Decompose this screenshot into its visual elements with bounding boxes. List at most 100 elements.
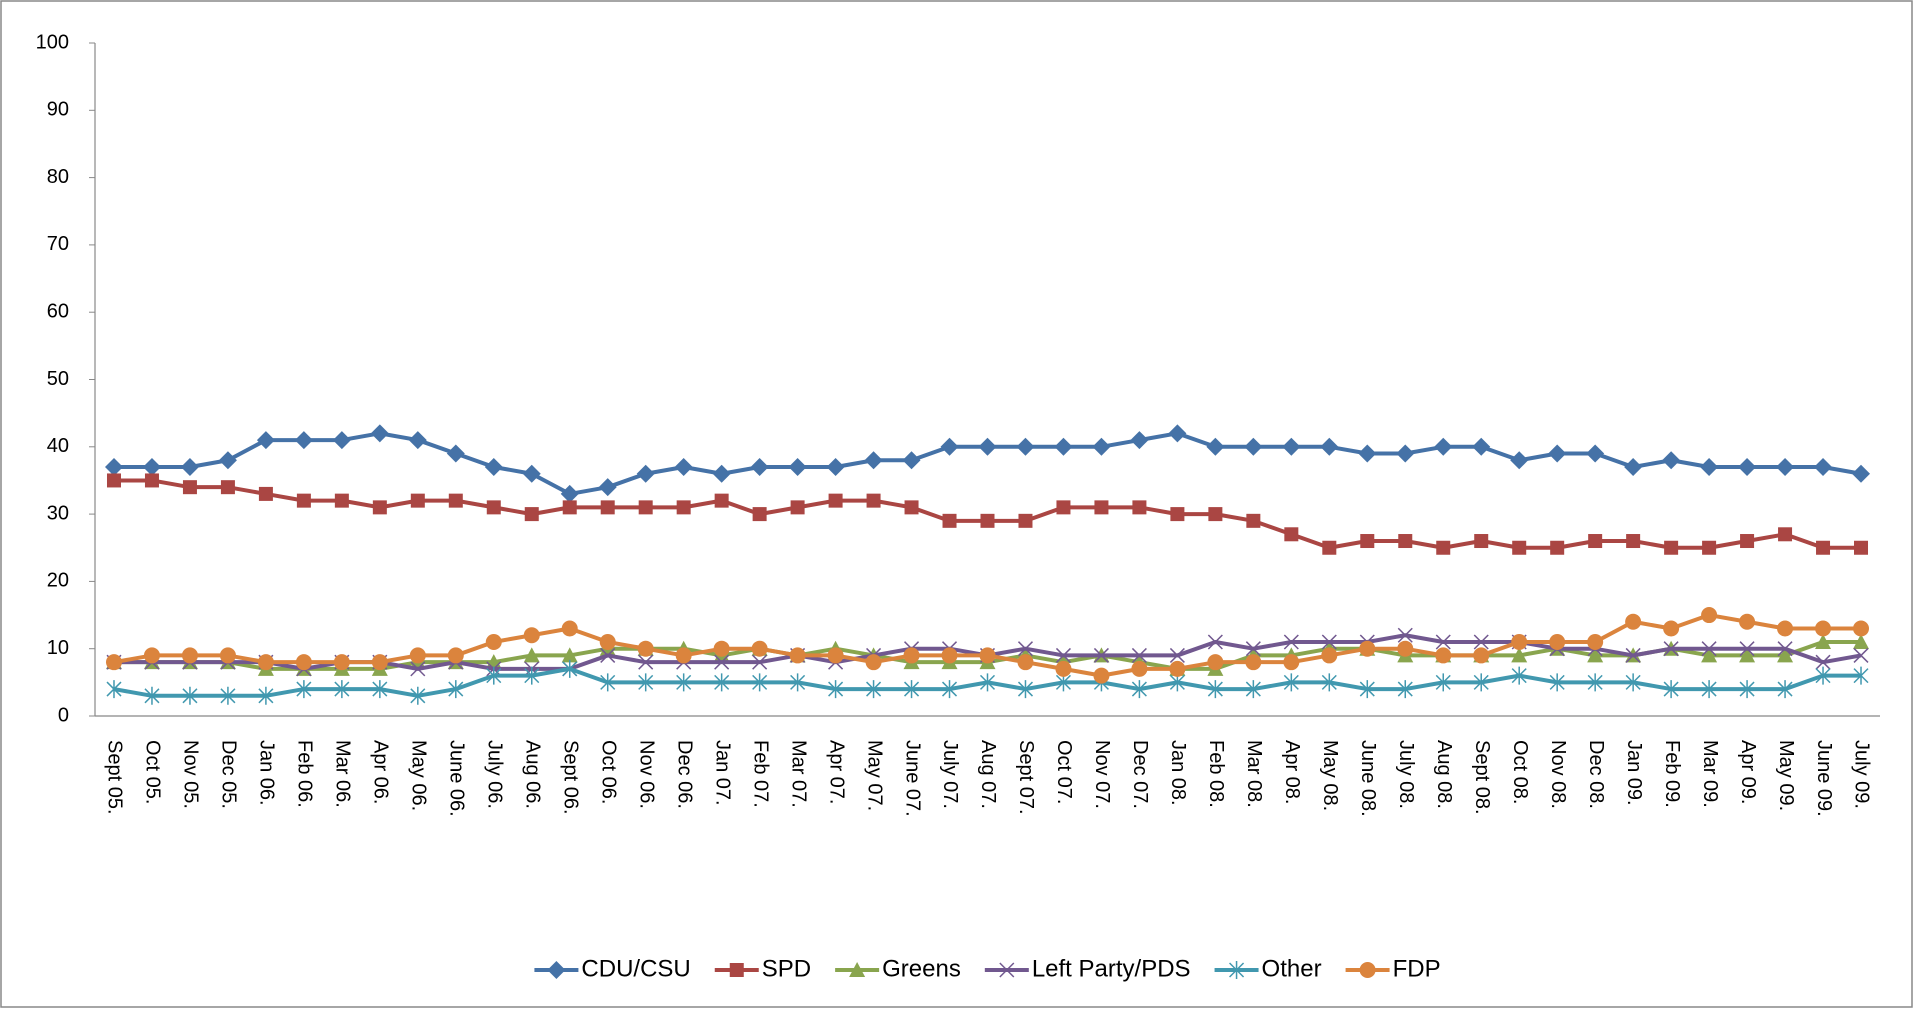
x-tick-label: Mar 09. — [1699, 740, 1721, 808]
y-tick-label: 30 — [47, 502, 69, 524]
data-point — [712, 464, 731, 483]
data-point — [408, 431, 427, 450]
data-point — [1054, 437, 1073, 456]
data-point — [1587, 673, 1603, 692]
x-tick-label: Sept 06. — [559, 740, 581, 815]
data-point — [1662, 451, 1681, 470]
data-point — [1852, 464, 1871, 483]
data-point — [1739, 613, 1756, 630]
data-point — [486, 666, 502, 685]
data-point — [1321, 647, 1338, 664]
data-point — [410, 661, 426, 677]
data-point — [372, 500, 387, 515]
data-point — [1283, 634, 1299, 650]
data-point — [1358, 444, 1377, 463]
data-point — [561, 647, 578, 663]
data-point — [1587, 647, 1604, 663]
legend-marker — [1229, 961, 1245, 979]
data-point — [676, 673, 692, 692]
data-point — [1207, 680, 1223, 699]
legend-marker — [547, 961, 566, 979]
x-tick-label: May 09. — [1775, 740, 1797, 811]
data-point — [1245, 654, 1262, 671]
data-point — [1473, 647, 1490, 664]
data-point — [1587, 633, 1604, 650]
data-point — [978, 437, 997, 456]
x-tick-label: Dec 05. — [218, 740, 240, 809]
legend: CDU/CSU SPD Greens Left Party/PDS Other FDP — [534, 955, 1441, 982]
y-tick-label: 70 — [47, 233, 69, 255]
data-point — [866, 493, 881, 508]
data-point — [1017, 654, 1034, 671]
data-point — [1510, 451, 1529, 470]
data-point — [1093, 667, 1110, 684]
data-point — [180, 457, 199, 476]
data-point — [1131, 647, 1147, 663]
data-point — [296, 680, 312, 699]
data-point — [1397, 640, 1414, 657]
data-point — [675, 647, 692, 664]
data-point — [1130, 431, 1149, 450]
data-point — [788, 457, 807, 476]
data-point — [182, 480, 197, 495]
data-point — [865, 654, 882, 671]
data-point — [1436, 540, 1451, 555]
data-point — [144, 686, 160, 705]
x-tick-label: Apr 08. — [1281, 740, 1303, 804]
data-point — [143, 647, 160, 664]
y-tick-label: 60 — [47, 300, 69, 322]
data-point — [1472, 437, 1491, 456]
data-point — [1626, 534, 1641, 549]
data-point — [1359, 680, 1375, 699]
data-point — [1282, 437, 1301, 456]
data-point — [600, 647, 616, 663]
x-tick-label: Dec 07. — [1129, 740, 1151, 809]
data-point — [600, 673, 616, 692]
x-tick-label: June 06. — [446, 740, 468, 817]
data-point — [1624, 457, 1643, 476]
data-point — [941, 647, 958, 664]
data-point — [1131, 680, 1147, 699]
data-point — [1663, 641, 1679, 657]
x-tick-label: Apr 09. — [1737, 740, 1759, 804]
data-point — [1360, 534, 1375, 549]
data-point — [1474, 534, 1489, 549]
x-tick-label: Dec 08. — [1585, 740, 1607, 809]
data-point — [1625, 613, 1642, 630]
legend-item: SPD — [714, 955, 811, 982]
data-point — [485, 633, 502, 650]
data-point — [1017, 641, 1034, 657]
data-point — [1702, 540, 1717, 555]
data-point — [790, 673, 806, 692]
data-point — [1511, 666, 1527, 685]
data-point — [106, 680, 122, 699]
data-point — [181, 647, 198, 664]
data-point — [1853, 647, 1869, 663]
data-point — [144, 473, 159, 488]
data-point — [713, 640, 730, 657]
legend-label: Left Party/PDS — [1032, 955, 1191, 982]
data-point — [1397, 627, 1413, 643]
data-point — [1208, 507, 1223, 522]
data-point — [1322, 540, 1337, 555]
data-point — [1853, 633, 1870, 649]
data-point — [714, 493, 729, 508]
data-point — [1701, 641, 1717, 657]
data-point — [904, 500, 919, 515]
data-point — [333, 654, 350, 671]
data-point — [638, 673, 654, 692]
data-point — [370, 424, 389, 443]
x-tick-label: May 07. — [863, 740, 885, 811]
data-point — [1206, 437, 1225, 456]
data-point — [256, 431, 275, 450]
data-point — [638, 654, 654, 670]
data-point — [674, 457, 693, 476]
legend-item: Other — [1214, 955, 1322, 982]
data-point — [1320, 437, 1339, 456]
data-point — [1245, 680, 1261, 699]
x-tick-label: Dec 06. — [673, 740, 695, 809]
data-point — [1511, 633, 1528, 650]
data-point — [1092, 437, 1111, 456]
data-point — [523, 627, 540, 644]
